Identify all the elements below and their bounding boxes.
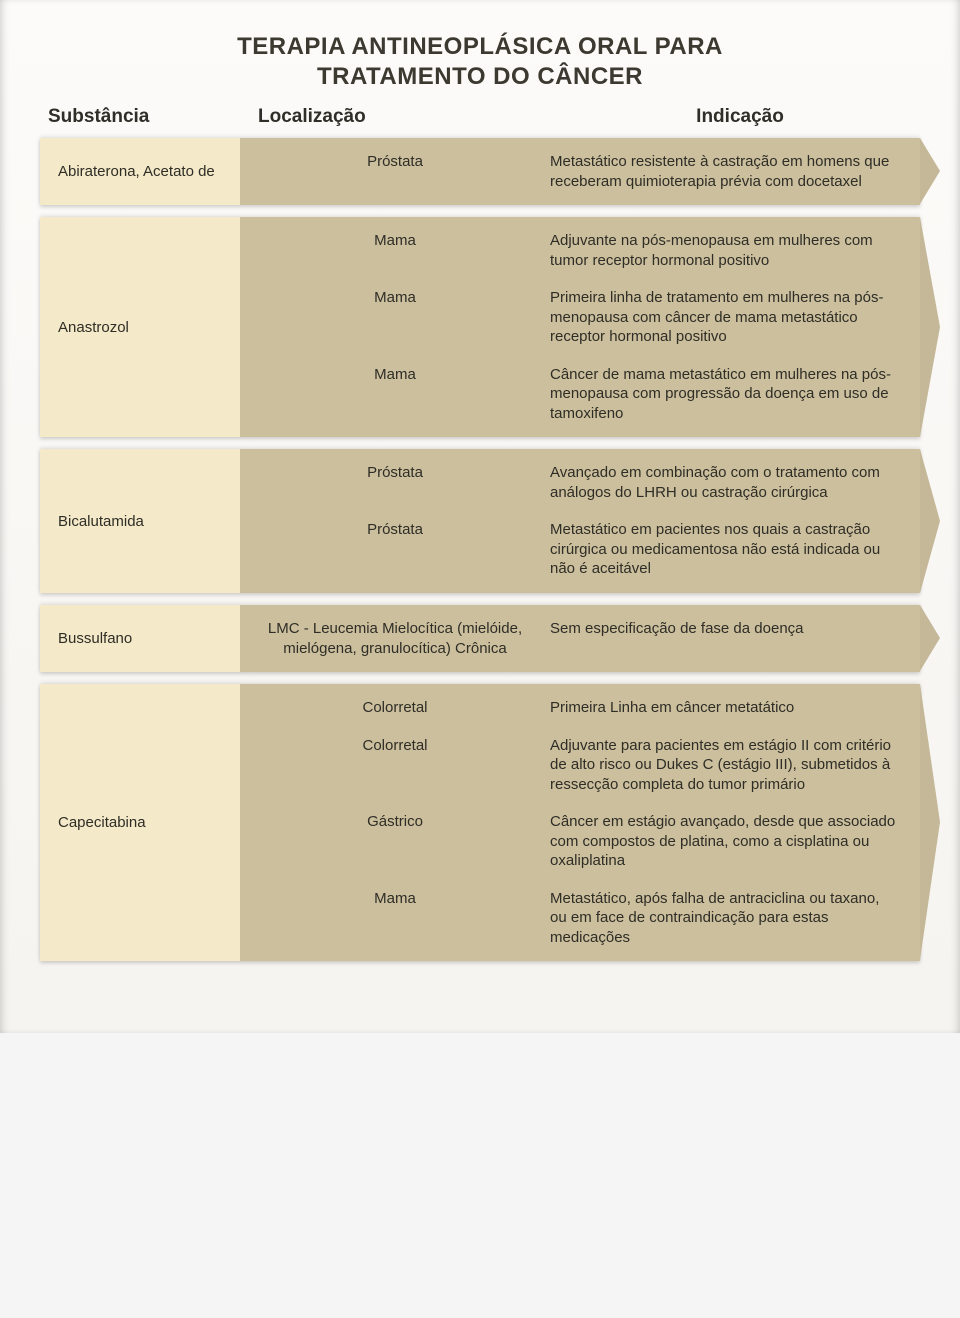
substance-cell: Anastrozol — [40, 217, 240, 437]
indication-cell: Sem especificação de fase da doença — [550, 619, 902, 658]
location-cell: Próstata — [250, 152, 550, 191]
page-title: TERAPIA ANTINEOPLÁSICA ORAL PARA TRATAME… — [40, 32, 920, 92]
location-cell: Gástrico — [250, 812, 550, 871]
table-row: PróstataMetastático em pacientes nos qua… — [250, 520, 902, 579]
location-cell: Mama — [250, 365, 550, 424]
indication-cell: Metastático em pacientes nos quais a cas… — [550, 520, 902, 579]
location-cell: LMC - Leucemia Mielocítica (mielóide, mi… — [250, 619, 550, 658]
table-row: PróstataMetastático resistente à castraç… — [250, 152, 902, 191]
indication-cell: Câncer em estágio avançado, desde que as… — [550, 812, 902, 871]
rows-column: LMC - Leucemia Mielocítica (mielóide, mi… — [240, 605, 920, 672]
location-cell: Mama — [250, 288, 550, 347]
substance-group: AnastrozolMamaAdjuvante na pós-menopausa… — [40, 217, 920, 437]
table-row: ColorretalPrimeira Linha em câncer metat… — [250, 698, 902, 718]
table-row: MamaCâncer de mama metastático em mulher… — [250, 365, 902, 424]
table-row: MamaPrimeira linha de tratamento em mulh… — [250, 288, 902, 347]
indication-cell: Adjuvante para pacientes em estágio II c… — [550, 736, 902, 795]
substance-group: Bussulfano LMC - Leucemia Mielocítica (mi… — [40, 605, 920, 672]
table-row: PróstataAvançado em combinação com o tra… — [250, 463, 902, 502]
title-line-2: TRATAMENTO DO CÂNCER — [317, 63, 643, 90]
rows-column: ColorretalPrimeira Linha em câncer metat… — [240, 684, 920, 961]
group-inner: AnastrozolMamaAdjuvante na pós-menopausa… — [40, 217, 920, 437]
indication-cell: Câncer de mama metastático em mulheres n… — [550, 365, 902, 424]
substance-group: BicalutamidaPróstataAvançado em combinaç… — [40, 449, 920, 593]
title-line-1: TERAPIA ANTINEOPLÁSICA ORAL PARA — [237, 33, 723, 60]
indication-cell: Primeira linha de tratamento em mulheres… — [550, 288, 902, 347]
group-inner: Abiraterona, Acetato de PróstataMetastáti… — [40, 138, 920, 205]
indication-cell: Metastático resistente à castração em ho… — [550, 152, 902, 191]
group-inner: Bussulfano LMC - Leucemia Mielocítica (mi… — [40, 605, 920, 672]
table-row: MamaMetastático, após falha de antracicl… — [250, 889, 902, 948]
substance-cell: Abiraterona, Acetato de — [40, 138, 240, 205]
location-cell: Próstata — [250, 520, 550, 579]
page-container: TERAPIA ANTINEOPLÁSICA ORAL PARA TRATAME… — [0, 0, 960, 1033]
rows-column: PróstataMetastático resistente à castraç… — [240, 138, 920, 205]
column-headers: Substância Localização Indicação — [40, 106, 920, 138]
groups-list: Abiraterona, Acetato dePróstataMetastáti… — [40, 138, 920, 961]
header-indication: Indicação — [568, 106, 912, 128]
table-row: LMC - Leucemia Mielocítica (mielóide, mi… — [250, 619, 902, 658]
substance-cell: Bussulfano — [40, 605, 240, 672]
table-row: GástricoCâncer em estágio avançado, desd… — [250, 812, 902, 871]
indication-cell: Primeira Linha em câncer metatático — [550, 698, 902, 718]
substance-group: Abiraterona, Acetato de PróstataMetastáti… — [40, 138, 920, 205]
group-inner: CapecitabinaColorretalPrimeira Linha em … — [40, 684, 920, 961]
header-location: Localização — [258, 106, 568, 128]
table-row: ColorretalAdjuvante para pacientes em es… — [250, 736, 902, 795]
indication-cell: Avançado em combinação com o tratamento … — [550, 463, 902, 502]
indication-cell: Metastático, após falha de antraciclina … — [550, 889, 902, 948]
rows-column: MamaAdjuvante na pós-menopausa em mulher… — [240, 217, 920, 437]
indication-cell: Adjuvante na pós-menopausa em mulheres c… — [550, 231, 902, 270]
table-row: MamaAdjuvante na pós-menopausa em mulher… — [250, 231, 902, 270]
location-cell: Mama — [250, 889, 550, 948]
location-cell: Mama — [250, 231, 550, 270]
location-cell: Colorretal — [250, 698, 550, 718]
location-cell: Colorretal — [250, 736, 550, 795]
substance-cell: Capecitabina — [40, 684, 240, 961]
group-inner: BicalutamidaPróstataAvançado em combinaç… — [40, 449, 920, 593]
header-substance: Substância — [48, 106, 258, 128]
substance-group: CapecitabinaColorretalPrimeira Linha em … — [40, 684, 920, 961]
rows-column: PróstataAvançado em combinação com o tra… — [240, 449, 920, 593]
substance-cell: Bicalutamida — [40, 449, 240, 593]
location-cell: Próstata — [250, 463, 550, 502]
